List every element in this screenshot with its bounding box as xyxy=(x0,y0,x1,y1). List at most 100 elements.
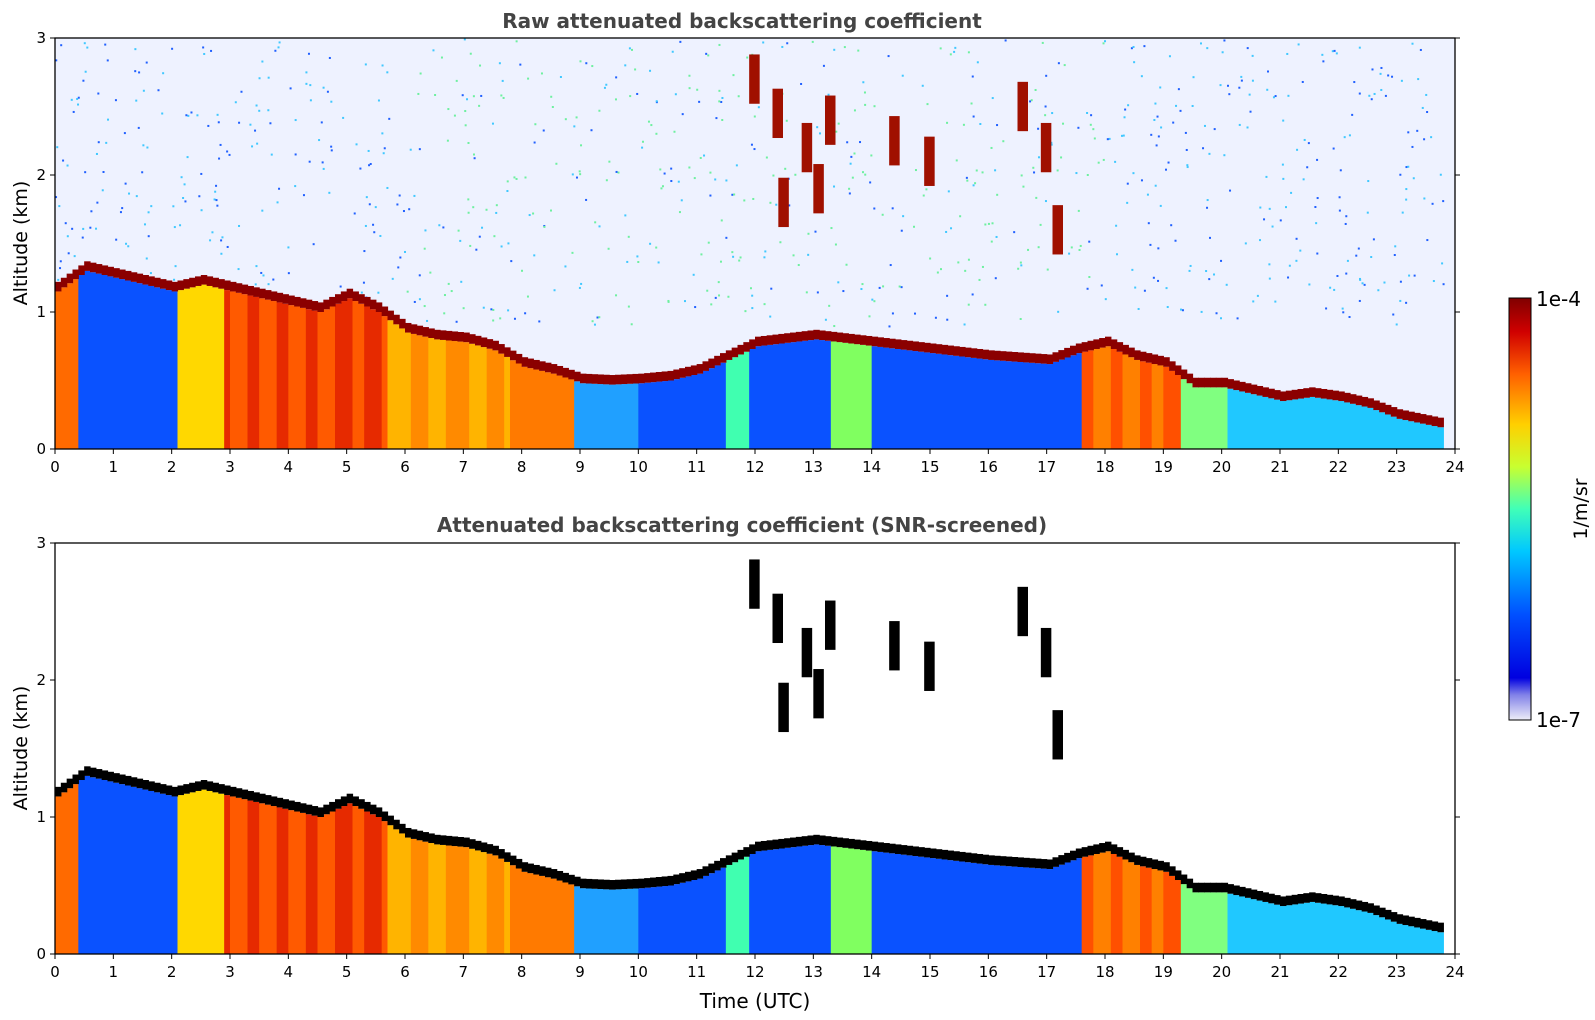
noise-pixel xyxy=(891,207,894,210)
noise-pixel xyxy=(861,283,864,286)
cloud-layer xyxy=(737,849,744,860)
noise-pixel xyxy=(1186,166,1189,169)
heatmap-column xyxy=(807,340,814,449)
noise-pixel xyxy=(677,180,680,183)
noise-pixel xyxy=(1154,184,1157,187)
heatmap-column xyxy=(1105,851,1112,954)
cloud-layer xyxy=(1134,855,1141,865)
noise-pixel xyxy=(1251,54,1254,57)
cloud-layer xyxy=(282,294,289,304)
noise-pixel xyxy=(1179,109,1182,112)
cloud-layer xyxy=(288,800,295,811)
heatmap-column xyxy=(527,873,534,954)
cloud-layer xyxy=(323,804,330,815)
heatmap-area xyxy=(55,38,1455,449)
heatmap-column xyxy=(615,384,622,449)
heatmap-column xyxy=(1005,866,1013,954)
noise-pixel xyxy=(769,201,772,204)
heatmap-column xyxy=(486,853,494,954)
heatmap-column xyxy=(603,384,610,449)
heatmap-column xyxy=(375,817,383,954)
cloud-layer xyxy=(1367,398,1374,408)
cloud-layer xyxy=(253,287,260,297)
heatmap-column xyxy=(714,365,721,449)
noise-pixel xyxy=(1431,202,1434,205)
noise-pixel xyxy=(1405,188,1408,191)
cloud-layer xyxy=(778,838,785,849)
cloud-layer xyxy=(918,342,925,352)
noise-pixel xyxy=(1441,262,1444,265)
heatmap-column xyxy=(358,808,365,954)
cloud-layer xyxy=(615,879,622,890)
noise-pixel xyxy=(1416,129,1419,132)
cloud-layer xyxy=(685,366,692,377)
cloud-layer xyxy=(1379,402,1386,413)
y-tick-label: 0 xyxy=(36,440,46,458)
noise-pixel xyxy=(1249,110,1252,113)
noise-pixel xyxy=(95,152,98,155)
heatmap-column xyxy=(119,279,126,449)
noise-pixel xyxy=(267,109,270,112)
cloud-layer xyxy=(1151,859,1159,870)
noise-pixel xyxy=(469,244,472,247)
noise-pixel xyxy=(1351,113,1354,116)
noise-pixel xyxy=(603,86,606,89)
noise-pixel xyxy=(1419,48,1422,51)
cloud-layer xyxy=(714,355,721,366)
noise-pixel xyxy=(864,103,867,106)
cloud-layer xyxy=(959,851,966,862)
heatmap-column xyxy=(924,352,931,449)
noise-pixel xyxy=(765,156,768,159)
noise-pixel xyxy=(615,76,618,79)
cloud-layer xyxy=(1425,920,1433,930)
cloud-layer xyxy=(183,279,190,289)
noise-pixel xyxy=(1032,166,1035,169)
heatmap-column xyxy=(1040,363,1048,449)
cloud-patch xyxy=(813,164,824,214)
x-tick-label: 16 xyxy=(979,963,998,981)
cloud-layer xyxy=(218,279,225,289)
noise-pixel xyxy=(267,283,270,286)
cloud-patch xyxy=(772,593,783,644)
heatmap-column xyxy=(1256,395,1264,449)
cloud-layer xyxy=(1390,912,1398,922)
heatmap-column xyxy=(1285,905,1293,954)
noise-pixel xyxy=(757,106,760,109)
heatmap-column xyxy=(965,357,972,449)
heatmap-column xyxy=(434,339,441,449)
heatmap-column xyxy=(1005,361,1013,449)
cloud-layer xyxy=(1361,396,1369,407)
noise-pixel xyxy=(406,290,409,293)
noise-pixel xyxy=(1166,306,1169,309)
heatmap-column xyxy=(410,838,418,954)
cloud-layer xyxy=(422,832,429,842)
noise-pixel xyxy=(591,320,594,323)
noise-pixel xyxy=(1170,224,1173,227)
heatmap-column xyxy=(953,860,960,954)
noise-pixel xyxy=(82,79,85,82)
heatmap-column xyxy=(1134,359,1141,449)
cloud-layer xyxy=(1350,899,1357,909)
heatmap-column xyxy=(778,343,785,449)
noise-pixel xyxy=(482,306,485,309)
noise-pixel xyxy=(1380,66,1383,69)
noise-pixel xyxy=(485,208,488,211)
noise-pixel xyxy=(318,139,321,142)
heatmap-column xyxy=(154,792,161,954)
cloud-layer xyxy=(1058,350,1065,360)
cloud-layer xyxy=(580,373,587,384)
cloud-layer xyxy=(1250,889,1258,900)
noise-pixel xyxy=(55,59,58,62)
noise-pixel xyxy=(1248,93,1251,96)
noise-pixel xyxy=(649,69,652,72)
heatmap-column xyxy=(1256,900,1264,954)
cloud-layer xyxy=(749,844,756,854)
cloud-patch xyxy=(825,600,836,650)
cloud-layer xyxy=(434,329,441,340)
heatmap-column xyxy=(1355,910,1363,954)
heatmap-column xyxy=(405,837,412,954)
cloud-layer xyxy=(1315,388,1322,398)
noise-pixel xyxy=(593,323,596,326)
heatmap-column xyxy=(200,789,208,954)
heatmap-column xyxy=(1227,388,1234,449)
